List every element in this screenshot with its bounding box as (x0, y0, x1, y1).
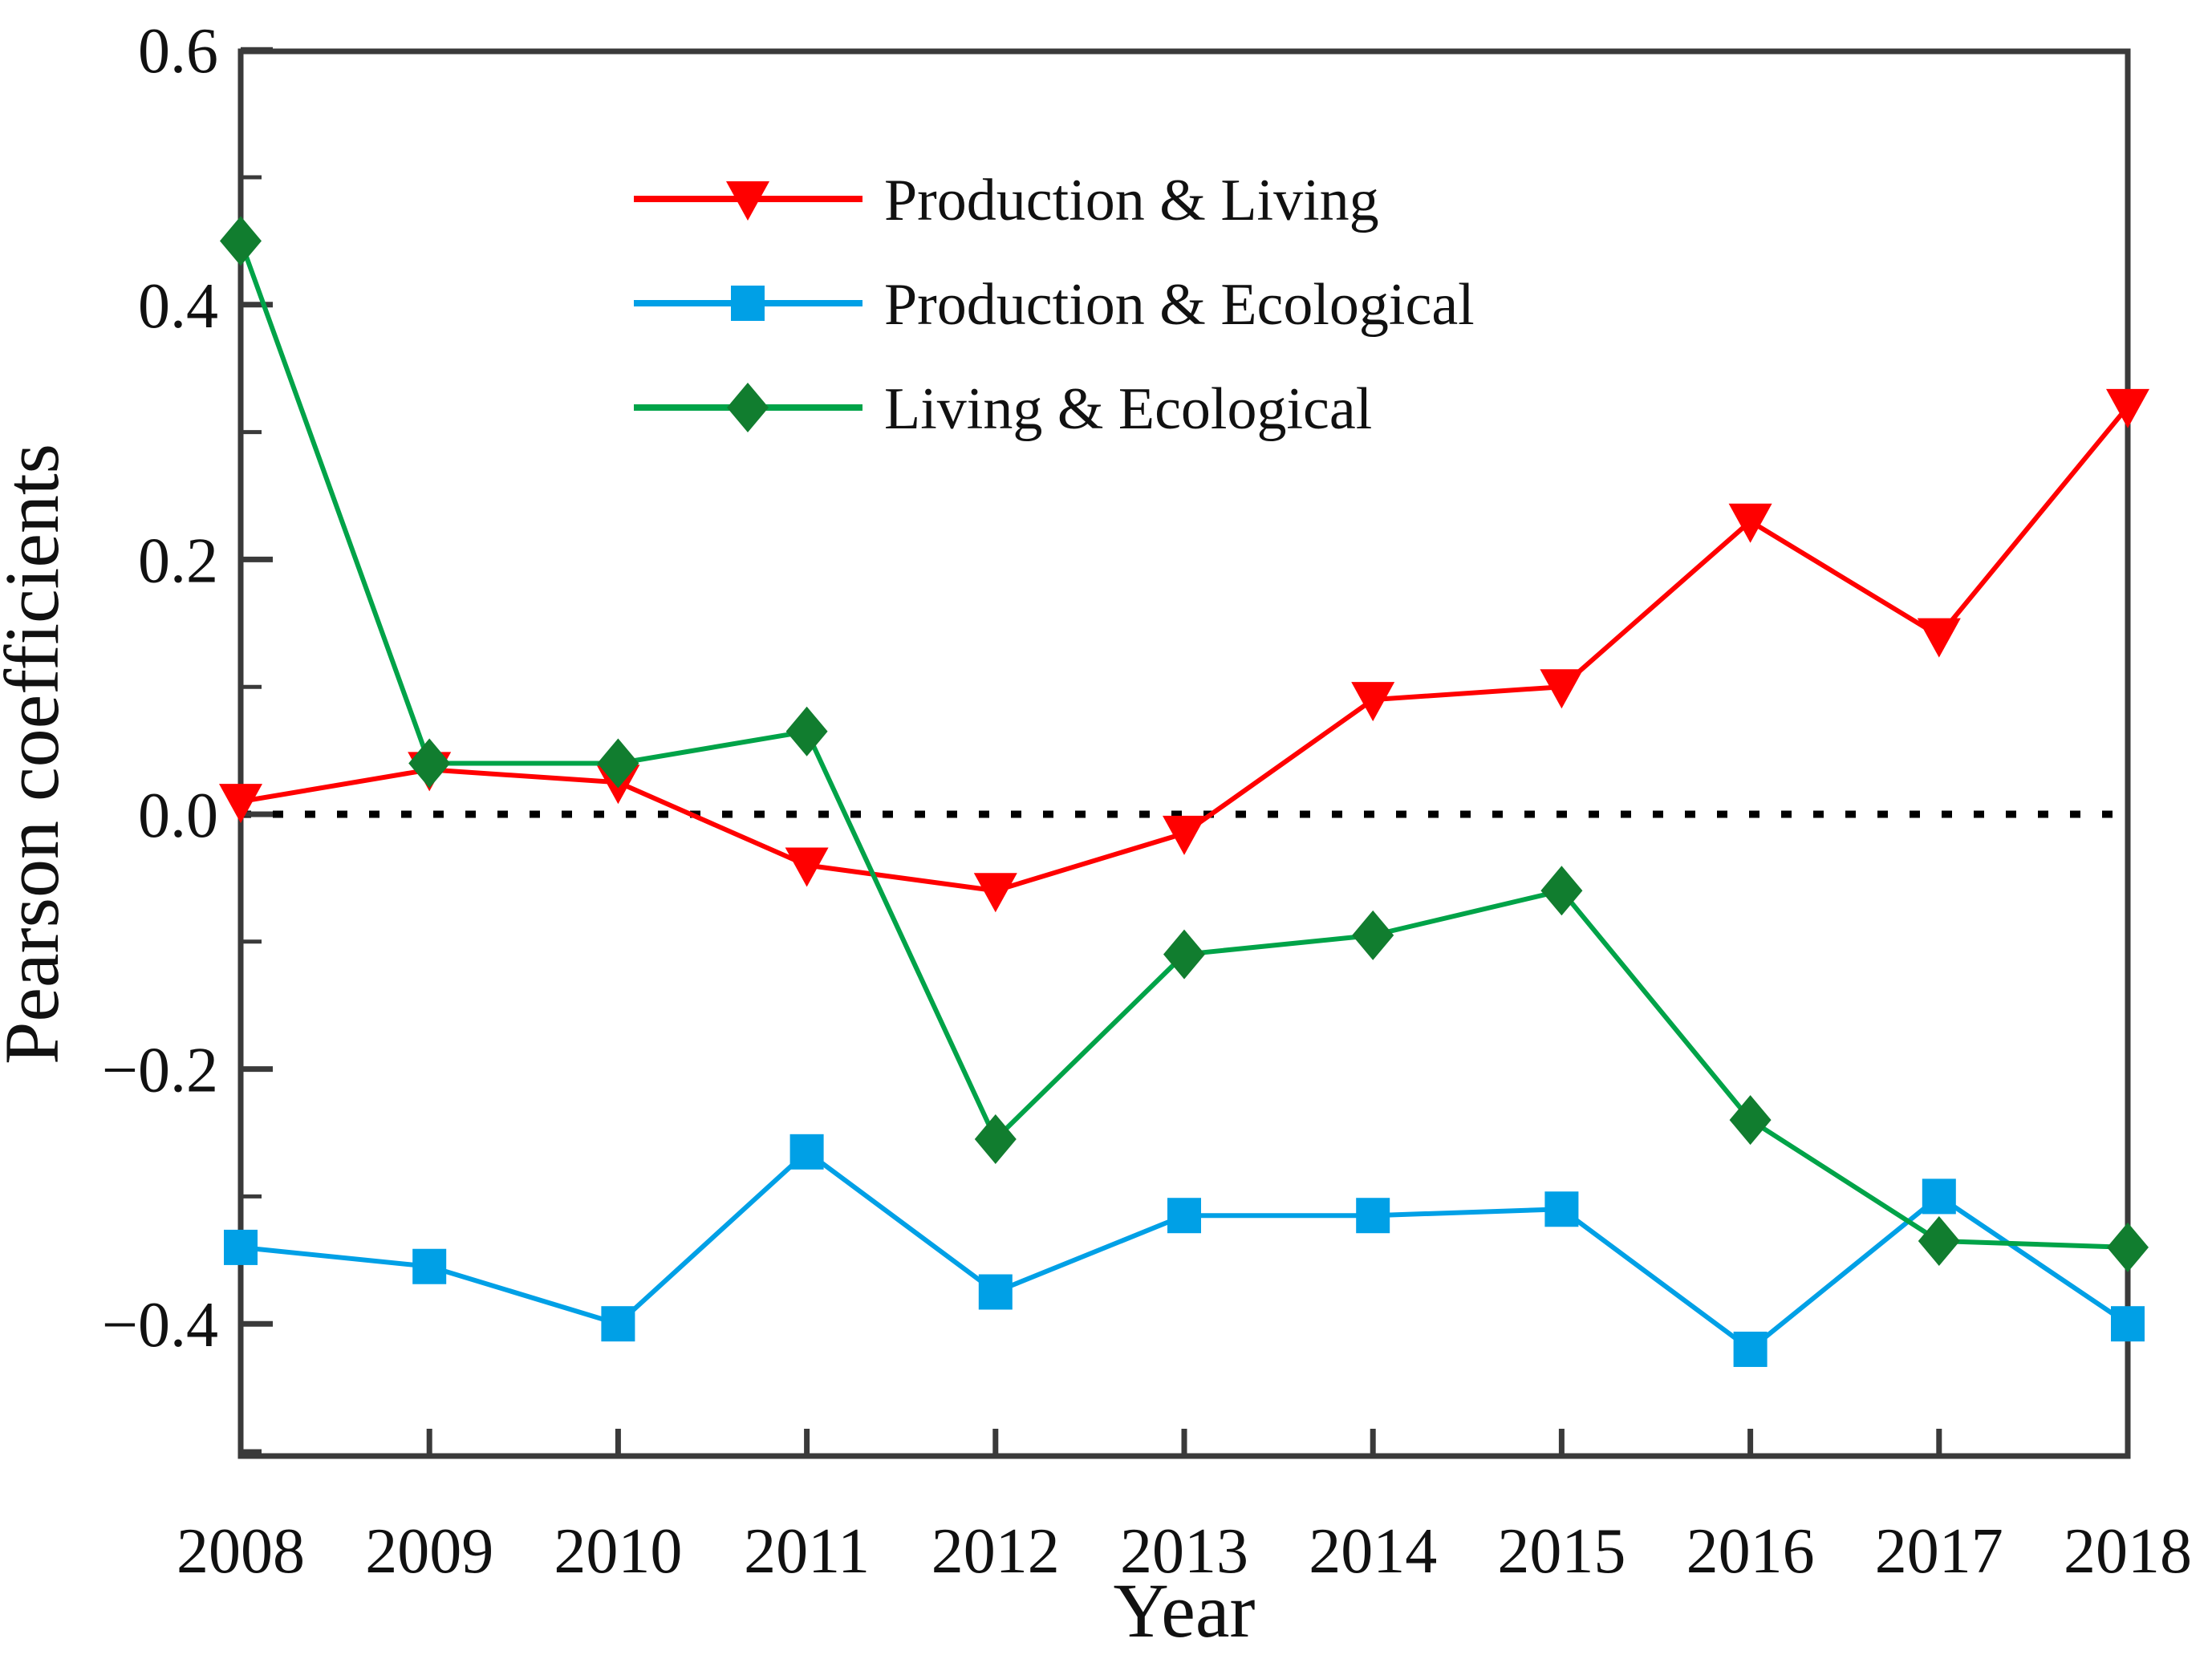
x-tick-label: 2015 (1497, 1516, 1626, 1587)
data-point-marker (219, 784, 262, 824)
data-point-marker (412, 1248, 447, 1284)
data-point-marker (597, 738, 639, 789)
y-tick-label: 0.4 (138, 271, 218, 342)
data-point-marker (1351, 682, 1395, 722)
legend-label: Living & Ecological (884, 376, 1372, 442)
data-point-marker (974, 1113, 1017, 1164)
data-point-marker (978, 1274, 1013, 1310)
legend-marker-diamond-icon (727, 383, 769, 432)
data-point-marker (1352, 910, 1394, 960)
data-point-marker (1356, 1198, 1390, 1234)
legend-marker-triangle-down-icon (726, 181, 769, 221)
data-point-marker (1922, 1178, 1956, 1215)
data-point-marker (1918, 1215, 1960, 1266)
data-point-marker (973, 873, 1017, 913)
data-point-marker (2106, 388, 2149, 428)
x-tick-label: 2013 (1120, 1516, 1248, 1587)
legend-label: Production & Living (884, 168, 1379, 233)
legend-item-production-ecological: Production & Ecological (634, 272, 1475, 338)
data-point-marker (1729, 1095, 1772, 1146)
data-point-marker (1917, 618, 1961, 658)
x-axis-title: Year (1114, 1568, 1256, 1653)
data-point-marker (1540, 866, 1583, 916)
legend-item-living-ecological: Living & Ecological (634, 376, 1372, 442)
y-tick-label: 0.2 (138, 525, 218, 596)
data-point-marker (1733, 1331, 1768, 1367)
data-point-marker (220, 216, 262, 266)
x-tick-label: 2009 (365, 1516, 493, 1587)
data-point-marker (1163, 815, 1206, 855)
x-tick-label: 2010 (554, 1516, 682, 1587)
legend-marker-square-icon (731, 286, 765, 321)
x-tick-label: 2014 (1309, 1516, 1437, 1587)
plot-area: 0.6 0.4 0.2 0.0 −0.2 −0.4 2008 2009 2010 2011 2012… (102, 16, 2192, 1587)
plot-frame (237, 48, 2131, 1459)
data-point-marker (408, 738, 451, 789)
series-production-living (219, 388, 2149, 913)
legend: Production & Living Production & Ecologic… (634, 168, 1475, 442)
x-tick-label: 2017 (1875, 1516, 2003, 1587)
data-point-marker (1544, 1191, 1579, 1227)
data-point-marker (2107, 1222, 2149, 1272)
series-living-ecological (220, 216, 2149, 1272)
data-point-marker (1728, 503, 1772, 543)
series-production-ecological (224, 1134, 2145, 1367)
legend-label: Production & Ecological (884, 272, 1475, 338)
data-point-marker (789, 1134, 824, 1170)
x-tick-label: 2016 (1686, 1516, 1815, 1587)
data-point-marker (2111, 1306, 2145, 1342)
x-tick-label: 2008 (177, 1516, 305, 1587)
x-tick-label: 2018 (2064, 1516, 2192, 1587)
y-tick-label: −0.4 (102, 1290, 218, 1361)
x-tick-label: 2011 (744, 1516, 870, 1587)
data-point-marker (601, 1306, 635, 1342)
data-point-marker (224, 1229, 258, 1265)
data-point-marker (785, 706, 828, 756)
data-point-marker (1167, 1198, 1201, 1234)
x-tick-label: 2012 (931, 1516, 1060, 1587)
y-tick-label: 0.0 (138, 781, 218, 851)
data-point-marker (785, 847, 829, 887)
y-axis-title: Pearson coefficients (0, 444, 75, 1065)
data-point-marker (1163, 929, 1205, 980)
y-tick-label: −0.2 (102, 1036, 218, 1106)
data-point-marker (1540, 669, 1584, 709)
legend-item-production-living: Production & Living (634, 168, 1379, 233)
y-tick-label: 0.6 (138, 16, 218, 87)
